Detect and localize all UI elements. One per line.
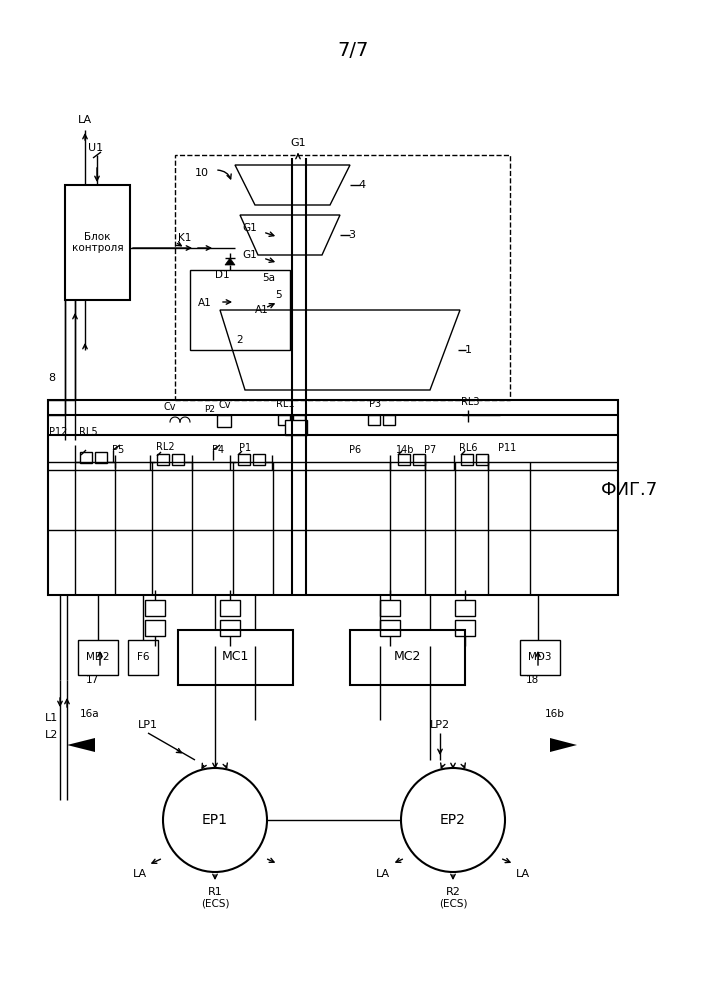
Text: EP1: EP1 — [202, 813, 228, 827]
Text: P12: P12 — [49, 427, 67, 437]
Text: 1: 1 — [465, 345, 472, 355]
Bar — [383, 415, 395, 425]
Bar — [220, 600, 240, 616]
Text: F6: F6 — [136, 652, 149, 662]
Text: LA: LA — [516, 869, 530, 879]
Bar — [80, 452, 92, 463]
Text: 5a: 5a — [262, 273, 275, 283]
Text: (ECS): (ECS) — [201, 898, 229, 908]
Text: 3: 3 — [348, 230, 355, 240]
Text: G1: G1 — [243, 223, 257, 233]
Text: ФИГ.7: ФИГ.7 — [602, 481, 659, 499]
Circle shape — [401, 768, 505, 872]
Bar — [128, 640, 158, 675]
Text: P2: P2 — [204, 406, 216, 414]
Text: MC1: MC1 — [221, 650, 249, 664]
Text: A1: A1 — [198, 298, 212, 308]
Text: 16a: 16a — [80, 709, 100, 719]
Text: MD2: MD2 — [86, 652, 110, 662]
Polygon shape — [67, 738, 95, 752]
Bar — [145, 620, 165, 636]
Text: U1: U1 — [88, 143, 103, 153]
Text: Блок
контроля: Блок контроля — [71, 232, 123, 253]
Circle shape — [163, 768, 267, 872]
Text: 7/7: 7/7 — [337, 40, 368, 60]
Bar — [413, 454, 425, 465]
Bar — [48, 400, 618, 595]
Text: RL5: RL5 — [78, 427, 98, 437]
Text: 18: 18 — [525, 675, 539, 685]
Text: (ECS): (ECS) — [439, 898, 467, 908]
Text: R1: R1 — [208, 887, 223, 897]
Bar — [175, 155, 510, 400]
Text: G1: G1 — [243, 250, 257, 260]
Text: RL1: RL1 — [276, 399, 294, 409]
Bar — [380, 600, 400, 616]
Text: 5: 5 — [275, 290, 281, 300]
Text: 2: 2 — [237, 335, 243, 345]
Bar — [220, 620, 240, 636]
Text: Cv: Cv — [218, 400, 231, 410]
Bar — [455, 620, 475, 636]
Text: Cv: Cv — [164, 402, 176, 412]
Text: 16b: 16b — [545, 709, 565, 719]
Bar — [350, 630, 465, 685]
Text: LP1: LP1 — [138, 720, 158, 730]
Bar — [368, 415, 380, 425]
Text: MD3: MD3 — [528, 652, 551, 662]
Text: EP2: EP2 — [440, 813, 466, 827]
Text: P4: P4 — [212, 445, 224, 455]
Bar — [285, 420, 307, 435]
Text: P3: P3 — [369, 399, 381, 409]
Text: RL2: RL2 — [156, 442, 175, 452]
Bar — [217, 415, 231, 427]
Text: 14b: 14b — [396, 445, 414, 455]
Text: P1: P1 — [239, 443, 251, 453]
Text: L2: L2 — [45, 730, 59, 740]
Bar — [253, 454, 265, 465]
Text: K1: K1 — [178, 233, 192, 243]
Bar — [157, 454, 169, 465]
Polygon shape — [225, 258, 235, 265]
Text: P11: P11 — [498, 443, 516, 453]
Text: MC2: MC2 — [393, 650, 421, 664]
Text: 8: 8 — [49, 373, 56, 383]
Text: LA: LA — [133, 869, 147, 879]
Bar — [278, 415, 290, 425]
Text: A1: A1 — [255, 305, 269, 315]
Text: P7: P7 — [424, 445, 436, 455]
Bar — [178, 630, 293, 685]
Bar — [461, 454, 473, 465]
Text: P6: P6 — [349, 445, 361, 455]
Bar — [455, 600, 475, 616]
Text: P5: P5 — [112, 445, 124, 455]
Bar — [476, 454, 488, 465]
Bar — [380, 620, 400, 636]
Text: D1: D1 — [215, 270, 230, 280]
Text: LA: LA — [376, 869, 390, 879]
Polygon shape — [550, 738, 577, 752]
Text: R2: R2 — [445, 887, 460, 897]
Bar — [293, 415, 305, 425]
Bar — [78, 640, 118, 675]
Text: L1: L1 — [45, 713, 59, 723]
Bar — [172, 454, 184, 465]
Text: RL3: RL3 — [461, 397, 479, 407]
Text: 4: 4 — [358, 180, 365, 190]
Text: G1: G1 — [290, 138, 306, 148]
Bar — [145, 600, 165, 616]
Bar — [95, 452, 107, 463]
Text: 17: 17 — [86, 675, 98, 685]
Text: RL6: RL6 — [459, 443, 477, 453]
Bar — [190, 270, 290, 350]
Text: LP2: LP2 — [430, 720, 450, 730]
Text: LA: LA — [78, 115, 92, 125]
Bar — [398, 454, 410, 465]
Bar — [238, 454, 250, 465]
Bar — [65, 185, 130, 300]
Text: 10: 10 — [195, 168, 209, 178]
Bar — [520, 640, 560, 675]
